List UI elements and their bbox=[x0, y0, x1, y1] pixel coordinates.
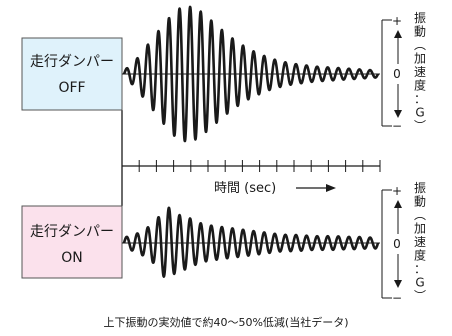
axis-label-char: 動 bbox=[414, 25, 426, 39]
off-label-box bbox=[21, 37, 123, 111]
axis-label-char: G bbox=[415, 106, 424, 120]
off-axis-down-arrowhead bbox=[394, 110, 402, 118]
off-axis-label: 振動︵加速度：G︶ bbox=[414, 11, 426, 133]
time-axis: 時間 (sec) bbox=[121, 160, 381, 196]
axis-label-char: ︶ bbox=[414, 119, 426, 133]
on-vibration-wave bbox=[122, 206, 380, 278]
axis-label-char: ： bbox=[414, 262, 426, 276]
on-label-line2: ON bbox=[61, 250, 83, 266]
axis-label-char: 速 bbox=[414, 65, 426, 79]
axis-label-char: ︵ bbox=[414, 208, 426, 222]
on-axis-zero: 0 bbox=[393, 237, 401, 251]
axis-label-char: 度 bbox=[414, 248, 426, 263]
axis-label-char: ： bbox=[414, 92, 426, 106]
on-axis-down-arrowhead bbox=[394, 280, 402, 288]
on-label-line1: 走行ダンパー bbox=[30, 224, 114, 240]
on-axis-plus: + bbox=[392, 184, 402, 198]
off-label-line2: OFF bbox=[58, 80, 85, 96]
axis-label-char: 動 bbox=[414, 195, 426, 209]
axis-label-char: ︵ bbox=[414, 38, 426, 52]
off-y-axis: + 0 − 振動︵加速度：G︶ bbox=[381, 11, 426, 133]
panel-on: 走行ダンパー ON + 0 − 振動︵加速度：G︶ bbox=[21, 181, 426, 305]
axis-label-char: 振 bbox=[414, 181, 426, 195]
off-axis-up-arrowhead bbox=[394, 30, 402, 38]
time-axis-ticks bbox=[121, 160, 381, 172]
axis-label-char: 振 bbox=[414, 11, 426, 25]
axis-label-char: 度 bbox=[414, 78, 426, 93]
on-y-axis: + 0 − 振動︵加速度：G︶ bbox=[381, 181, 426, 305]
off-vibration-wave bbox=[122, 5, 380, 143]
axis-label-char: G bbox=[415, 276, 424, 290]
axis-label-char: 速 bbox=[414, 235, 426, 249]
caption: 上下振動の実効値で約40〜50%低減(当社データ) bbox=[103, 315, 348, 329]
on-axis-label: 振動︵加速度：G︶ bbox=[414, 181, 426, 303]
off-label-line1: 走行ダンパー bbox=[30, 54, 114, 70]
on-axis-minus: − bbox=[392, 291, 402, 305]
off-axis-plus: + bbox=[392, 14, 402, 28]
panel-off: 走行ダンパー OFF + 0 − 振動︵加速度：G︶ bbox=[21, 5, 426, 143]
time-axis-arrow-icon bbox=[326, 184, 336, 192]
on-label-box bbox=[21, 205, 123, 279]
axis-label-char: 加 bbox=[414, 52, 426, 66]
time-axis-label: 時間 (sec) bbox=[214, 181, 276, 196]
axis-label-char: 加 bbox=[414, 222, 426, 236]
on-axis-up-arrowhead bbox=[394, 200, 402, 208]
off-axis-minus: − bbox=[392, 119, 402, 133]
off-axis-zero: 0 bbox=[393, 67, 401, 81]
axis-label-char: ︶ bbox=[414, 289, 426, 303]
